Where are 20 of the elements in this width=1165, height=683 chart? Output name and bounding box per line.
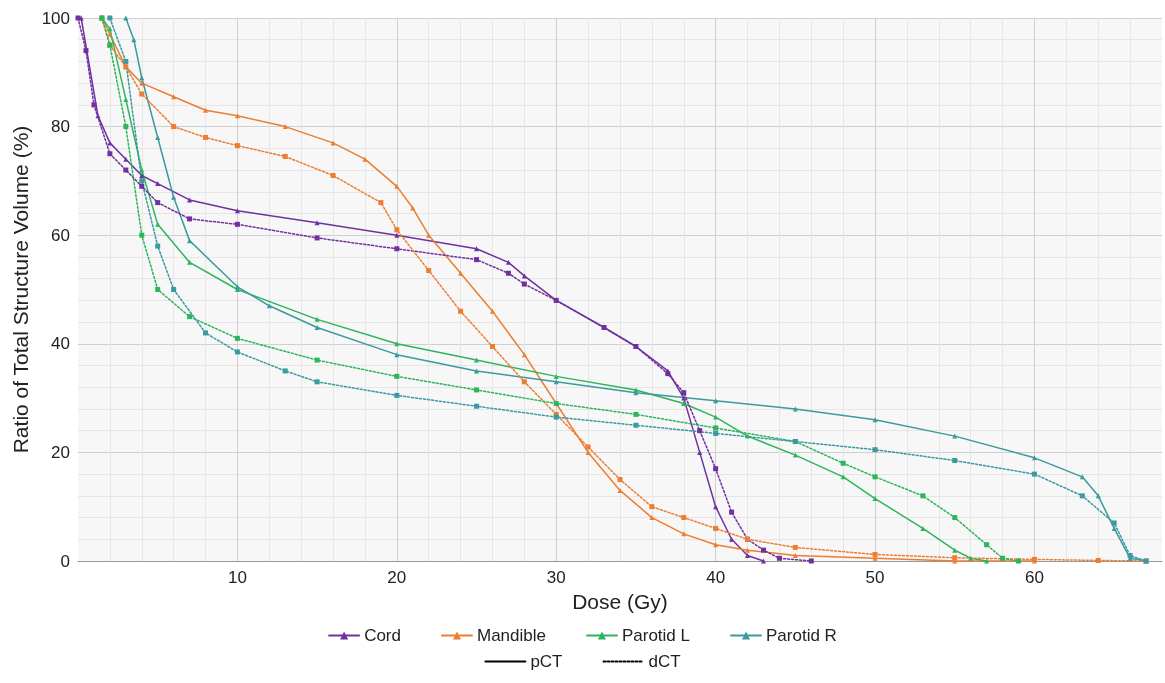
legend-label: pCT <box>530 652 563 671</box>
x-tick-label: 60 <box>1025 568 1044 587</box>
y-tick-label: 100 <box>41 8 70 28</box>
legend-label: Cord <box>364 626 401 645</box>
legend-label: Mandible <box>476 626 546 645</box>
y-tick-label: 60 <box>51 225 70 245</box>
legend-label: Parotid R <box>766 626 837 645</box>
y-tick-label: 20 <box>51 442 70 462</box>
legend-label: dCT <box>648 652 681 671</box>
y-tick-label: 40 <box>51 334 70 354</box>
x-tick-label: 20 <box>387 568 407 587</box>
x-axis-title: Dose (Gy) <box>572 589 668 613</box>
x-tick-label: 10 <box>227 568 247 587</box>
y-tick-label: 0 <box>60 551 70 571</box>
x-tick-label: 40 <box>706 568 726 587</box>
x-tick-label: 30 <box>546 568 566 587</box>
y-tick-label: 80 <box>51 117 70 137</box>
legend-label: Parotid L <box>621 626 691 645</box>
y-axis-title: Ratio of Total Structure Volume (%) <box>8 125 32 454</box>
x-tick-label: 50 <box>865 568 885 587</box>
